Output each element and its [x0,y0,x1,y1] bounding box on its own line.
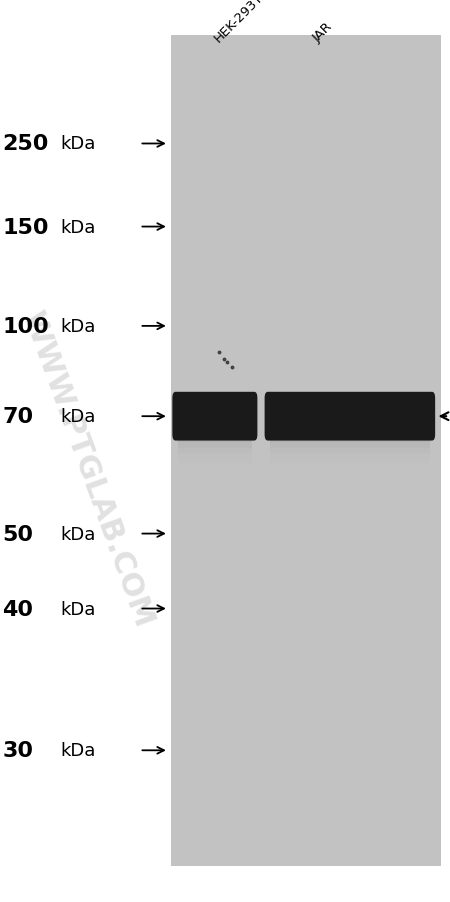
Text: kDa: kDa [61,600,96,618]
Bar [270,459,430,465]
Bar [270,437,430,443]
Text: kDa: kDa [61,408,96,426]
Bar [178,427,252,432]
Bar [178,405,252,410]
Bar [270,416,430,421]
Text: kDa: kDa [61,135,96,153]
Text: 100: 100 [2,317,49,336]
Text: 30: 30 [2,741,33,760]
Text: kDa: kDa [61,318,96,336]
Text: 250: 250 [2,134,49,154]
Bar [270,421,430,427]
Text: JAR: JAR [310,21,335,45]
Bar [178,443,252,448]
Bar [270,410,430,416]
Bar [178,421,252,427]
Text: 50: 50 [2,524,33,544]
Text: HEK-293T: HEK-293T [212,0,266,45]
Bar [270,443,430,448]
Bar [178,437,252,443]
Bar [178,416,252,421]
Bar [270,448,430,454]
Bar [178,459,252,465]
Text: 150: 150 [2,217,49,237]
Bar [270,405,430,410]
Text: kDa: kDa [61,218,96,236]
Bar [171,36,441,866]
Text: 40: 40 [2,599,33,619]
Bar [178,448,252,454]
FancyBboxPatch shape [172,392,257,441]
Text: kDa: kDa [61,525,96,543]
Text: kDa: kDa [61,741,96,759]
FancyBboxPatch shape [265,392,435,441]
Bar [270,454,430,459]
Bar [178,454,252,459]
Text: 70: 70 [2,407,33,427]
Bar [178,410,252,416]
Text: WWW.PTGLAB.COM: WWW.PTGLAB.COM [17,308,158,630]
Bar [270,427,430,432]
